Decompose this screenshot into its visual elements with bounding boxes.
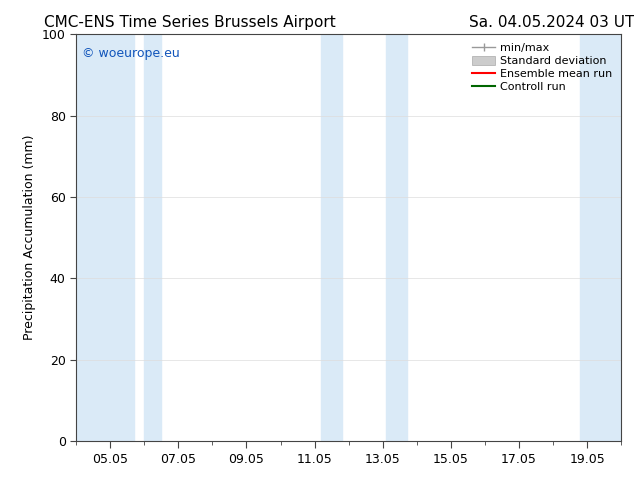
Y-axis label: Precipitation Accumulation (mm): Precipitation Accumulation (mm) [23, 135, 36, 341]
Bar [144, 34, 161, 441]
Bar [76, 34, 134, 441]
Legend: min/max, Standard deviation, Ensemble mean run, Controll run: min/max, Standard deviation, Ensemble me… [469, 40, 616, 95]
Text: Sa. 04.05.2024 03 UTC: Sa. 04.05.2024 03 UTC [469, 15, 634, 30]
Text: © woeurope.eu: © woeurope.eu [82, 47, 179, 59]
Bar [321, 34, 342, 441]
Text: CMC-ENS Time Series Brussels Airport: CMC-ENS Time Series Brussels Airport [44, 15, 336, 30]
Bar [580, 34, 621, 441]
Bar [386, 34, 406, 441]
